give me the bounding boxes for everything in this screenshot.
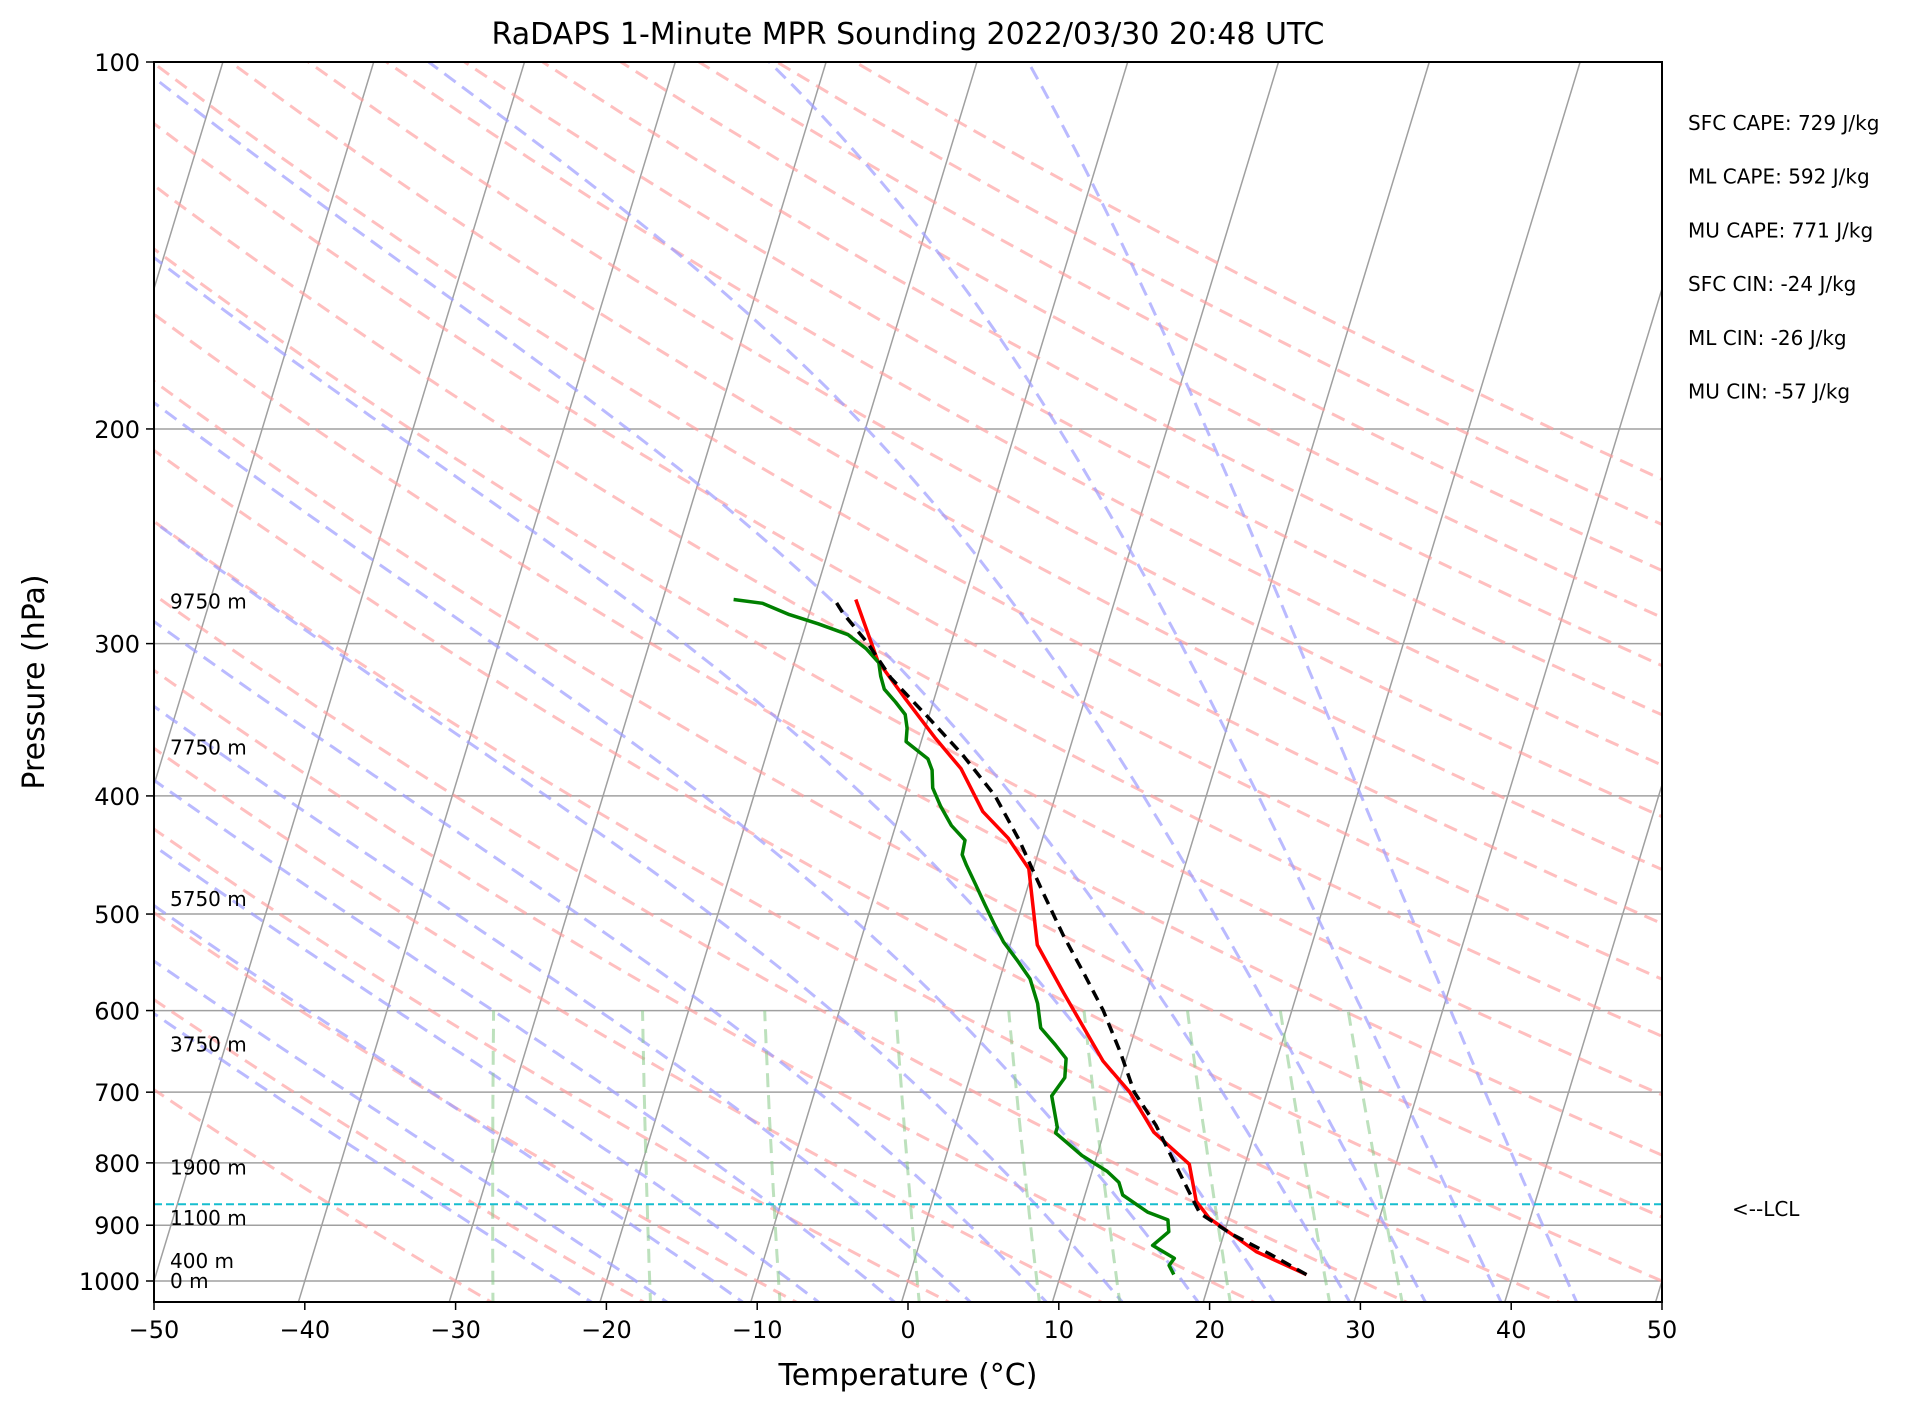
isotherm-line: [1051, 62, 1431, 1302]
dry-adiabat-line: [154, 519, 1563, 1302]
dry-adiabat-line: [154, 312, 1662, 1157]
height-label: 1900 m: [170, 1155, 247, 1179]
dry-adiabat-line: [154, 1087, 494, 1302]
moist-adiabat-line: [154, 619, 1049, 1302]
moist-adiabat-line: [154, 778, 897, 1302]
dry-adiabat-line: [154, 668, 1258, 1302]
moist-adiabat-line: [154, 519, 1125, 1302]
y-tick-label: 700: [94, 1079, 140, 1107]
dry-adiabat-line: [385, 62, 1662, 767]
moist-adiabat-line: [154, 400, 1201, 1302]
dry-adiabat-line: [776, 62, 1662, 527]
dry-adiabat-line: [154, 247, 1662, 1097]
height-label: 7750 m: [170, 735, 247, 759]
height-label: 5750 m: [170, 887, 247, 911]
dry-adiabat-line: [154, 910, 800, 1302]
moist-adiabat-line: [154, 903, 746, 1302]
index-value-text: SFC CIN: -24 J/kg: [1688, 272, 1856, 296]
isotherm-line: [1504, 782, 1662, 1302]
dry-adiabat-line: [154, 448, 1662, 1283]
dry-adiabat-line: [463, 62, 1662, 717]
y-tick-label: 900: [94, 1212, 140, 1240]
dry-adiabat-line: [541, 62, 1662, 668]
x-tick-label: −50: [129, 1316, 180, 1344]
y-tick-label: 800: [94, 1150, 140, 1178]
dry-adiabat-line: [154, 379, 1662, 1219]
x-tick-label: 40: [1496, 1316, 1527, 1344]
dry-adiabat-line: [154, 827, 952, 1302]
chart-title: RaDAPS 1-Minute MPR Sounding 2022/03/30 …: [492, 17, 1325, 52]
parcel-series-line: [834, 600, 1308, 1277]
moist-adiabat-line: [154, 844, 821, 1302]
moist-adiabat-line: [768, 62, 1503, 1302]
background-lines: [154, 62, 1662, 1302]
isotherm-line: [900, 62, 1280, 1302]
y-tick-label: 200: [94, 416, 140, 444]
temperature-series-line: [854, 598, 1308, 1277]
y-axis-label: Pressure (hPa): [17, 574, 52, 789]
height-label: 1100 m: [170, 1206, 247, 1230]
axis-ticks: −50 −40 −30 −20 −10 0 10 20 30 40 50 1000 900 800 700 6…: [79, 49, 1677, 1344]
lcl-label: <--LCL: [1732, 1197, 1800, 1221]
height-label: 3750 m: [170, 1033, 247, 1057]
y-tick-label: 400: [94, 783, 140, 811]
moist-adiabat-line: [427, 62, 1428, 1302]
index-value-text: ML CIN: -26 J/kg: [1688, 326, 1847, 350]
dry-adiabat-line: [154, 592, 1410, 1302]
isotherm-line: [154, 62, 375, 788]
dry-adiabat-line: [698, 62, 1662, 573]
x-tick-label: 30: [1345, 1316, 1376, 1344]
x-tick-label: −30: [430, 1316, 481, 1344]
dry-adiabat-line: [154, 183, 1662, 1038]
isotherm-line: [154, 62, 526, 1284]
dry-adiabat-line: [154, 746, 1105, 1302]
x-tick-label: 20: [1194, 1316, 1225, 1344]
index-value-text: SFC CAPE: 729 J/kg: [1688, 111, 1879, 135]
mixing-ratio-line: [491, 1010, 496, 1302]
height-label: 400 m: [170, 1249, 234, 1273]
x-tick-label: −40: [279, 1316, 330, 1344]
sounding-traces: [154, 597, 1662, 1277]
moist-adiabat-line: [154, 704, 973, 1302]
x-axis-label: Temperature (°C): [778, 1358, 1038, 1393]
dry-adiabat-line: [620, 62, 1662, 620]
x-tick-label: −10: [732, 1316, 783, 1344]
y-tick-label: 500: [94, 901, 140, 929]
height-label: 9750 m: [170, 589, 247, 613]
index-value-text: MU CIN: -57 J/kg: [1688, 380, 1850, 404]
dewpoint-series-line: [733, 597, 1177, 1276]
dry-adiabat-line: [154, 997, 647, 1302]
isotherm-line: [1353, 286, 1662, 1302]
moist-adiabat-line: [1026, 62, 1579, 1302]
x-tick-label: −20: [581, 1316, 632, 1344]
moist-adiabat-line: [154, 959, 670, 1302]
x-tick-label: 50: [1647, 1316, 1678, 1344]
moist-adiabat-line: [154, 75, 1352, 1302]
isotherm-line: [1654, 1278, 1662, 1302]
index-value-text: MU CAPE: 771 J/kg: [1688, 218, 1873, 242]
mixing-ratio-line: [894, 1010, 921, 1302]
isotherm-line: [1202, 62, 1581, 1302]
dry-adiabat-line: [154, 121, 1662, 981]
isotherm-line: [297, 62, 677, 1302]
y-tick-label: 600: [94, 998, 140, 1026]
y-tick-label: 300: [94, 631, 140, 659]
moist-adiabat-line: [154, 1011, 594, 1302]
x-tick-label: 0: [900, 1316, 915, 1344]
isotherm-line: [599, 62, 978, 1302]
dry-adiabat-line: [854, 62, 1662, 482]
mixing-ratio-line: [1186, 1010, 1232, 1302]
index-value-text: ML CAPE: 592 J/kg: [1688, 165, 1870, 189]
isotherm-line: [154, 62, 224, 292]
mixing-ratio-line: [1346, 1010, 1404, 1302]
x-tick-label: 10: [1044, 1316, 1075, 1344]
isotherm-line: [448, 62, 827, 1302]
y-tick-label: 100: [94, 49, 140, 77]
moist-adiabat-line: [154, 255, 1276, 1302]
height-label: 0 m: [170, 1269, 209, 1293]
y-tick-label: 1000: [79, 1268, 140, 1296]
